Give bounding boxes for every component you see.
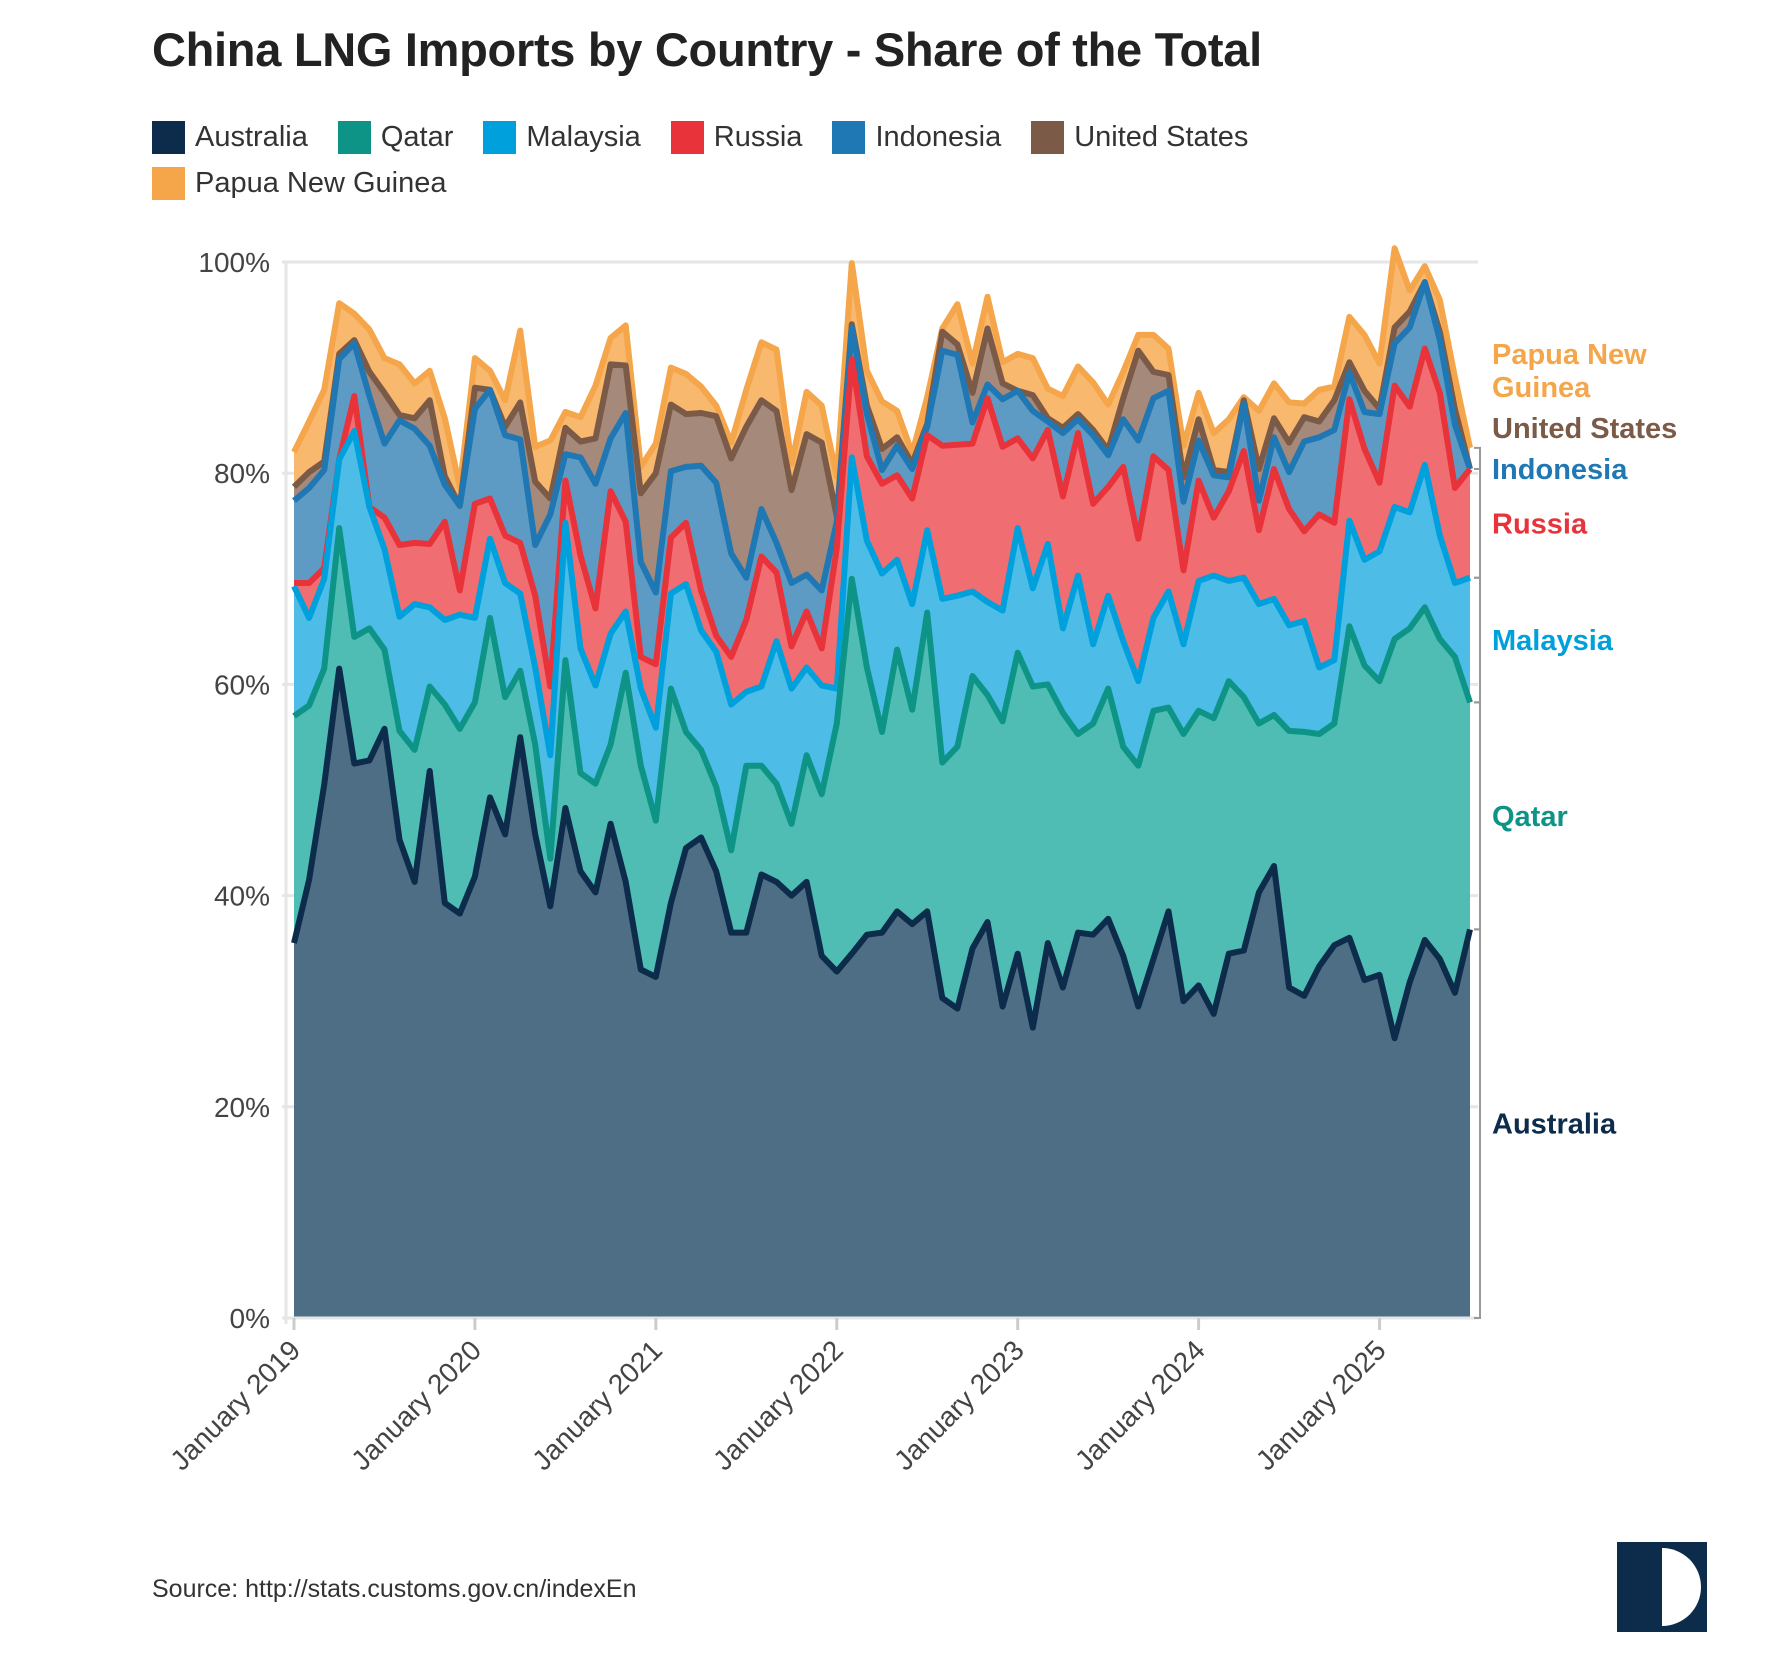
x-tick-label: January 2022 [707, 1334, 849, 1476]
x-tick-label: January 2025 [1250, 1334, 1392, 1476]
x-tick-label: January 2023 [888, 1334, 1030, 1476]
end-label-bracket [1474, 446, 1481, 470]
y-tick-label: 60% [214, 669, 270, 700]
legend-item-malaysia: Malaysia [483, 118, 641, 156]
chart-title: China LNG Imports by Country - Share of … [152, 23, 1262, 76]
legend-label: Papua New Guinea [195, 166, 447, 199]
end-label-russia: Russia [1492, 508, 1588, 540]
legend-label: Malaysia [526, 120, 641, 153]
x-tick-label: January 2020 [345, 1334, 487, 1476]
x-tick-label: January 2019 [164, 1334, 306, 1476]
area-russia [294, 348, 1470, 756]
end-label-bracket [1474, 928, 1481, 1319]
end-label-united-states: United States [1492, 413, 1677, 445]
y-tick-label: 0% [230, 1303, 270, 1334]
area-malaysia [294, 431, 1470, 859]
y-tick-label: 40% [214, 881, 270, 912]
legend-label: Russia [713, 120, 803, 153]
legend-item-russia: Russia [670, 118, 803, 156]
y-tick-label: 100% [198, 247, 270, 278]
source-note: Source: http://stats.customs.gov.cn/inde… [152, 1575, 637, 1603]
area-qatar [294, 528, 1470, 1039]
legend-item-papua-new-guinea: Papua New Guinea [152, 164, 447, 202]
legend-label: Qatar [380, 120, 454, 153]
legend-item-australia: Australia [152, 118, 308, 156]
area-australia [294, 668, 1470, 1318]
legend-label: United States [1074, 120, 1249, 153]
line-qatar [292, 525, 1473, 862]
y-tick-label: 80% [214, 458, 270, 489]
legend-item-indonesia: Indonesia [832, 118, 1001, 156]
legend-label: Indonesia [875, 120, 1002, 153]
end-label-bracket [1474, 468, 1481, 579]
line-malaysia [291, 428, 1471, 759]
legend-swatch [1031, 120, 1065, 154]
x-tick-label: January 2021 [526, 1334, 668, 1476]
chart-legend: Australia Qatar Malaysia Russia Indonesia Uni… [152, 118, 1452, 202]
end-label-malaysia: Malaysia [1492, 625, 1614, 657]
legend-swatch [483, 120, 517, 154]
line-indonesia [292, 279, 1473, 596]
legend-label: Australia [195, 120, 308, 153]
y-tick-label: 20% [214, 1092, 270, 1123]
legend-swatch [152, 120, 185, 154]
end-label-papua-new-guinea: Papua New Guinea [1492, 339, 1647, 404]
end-label-qatar: Qatar [1492, 801, 1568, 833]
legend-swatch [670, 120, 704, 154]
end-label-indonesia: Indonesia [1492, 454, 1628, 486]
line-australia [291, 665, 1473, 1042]
legend-swatch [152, 166, 185, 200]
line-papua-new-guinea [291, 245, 1473, 490]
x-tick-label: January 2024 [1069, 1334, 1211, 1476]
legend-swatch [832, 120, 866, 154]
half-circle-logo-icon [1617, 1542, 1707, 1632]
legend-item-united-states: United States [1031, 118, 1248, 156]
line-russia [294, 345, 1473, 690]
end-label-australia: Australia [1492, 1109, 1617, 1141]
legend-item-qatar: Qatar [337, 118, 454, 156]
legend-swatch [337, 120, 371, 154]
